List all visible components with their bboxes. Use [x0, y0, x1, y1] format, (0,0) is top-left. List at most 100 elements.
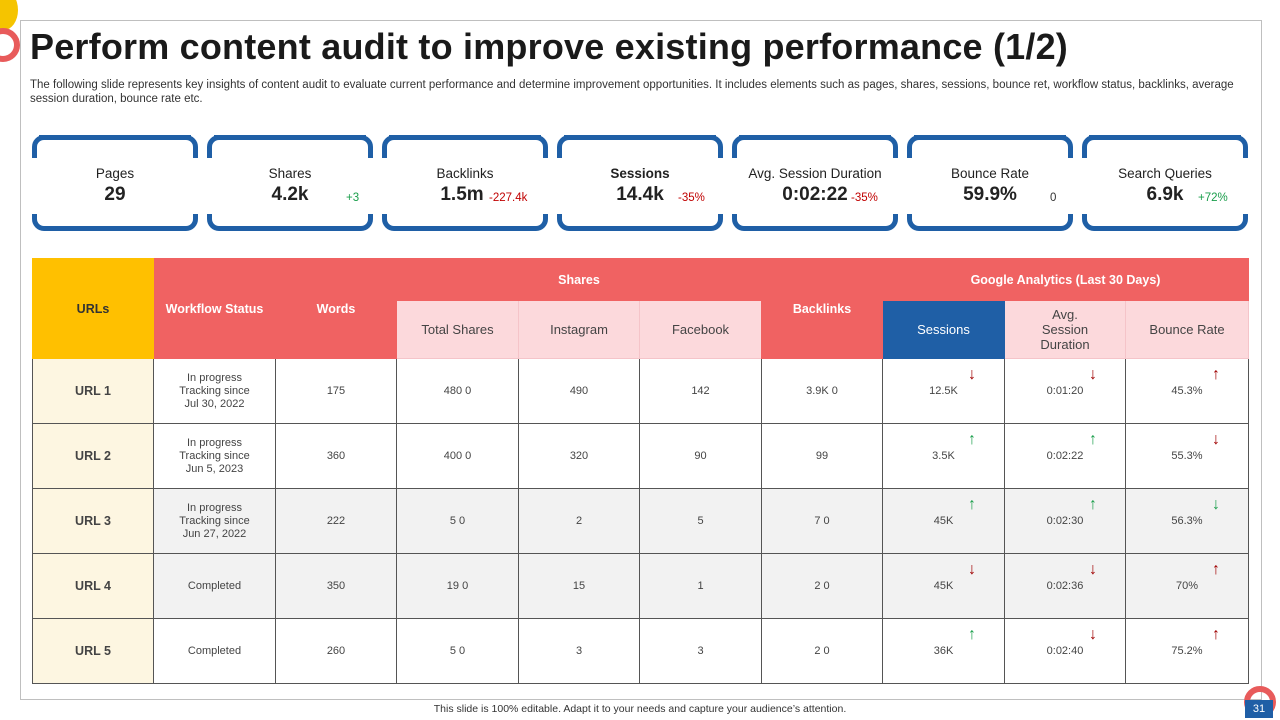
instagram-cell: 490	[518, 358, 640, 424]
header-backlinks: Backlinks	[761, 258, 883, 359]
total-shares-cell: 19 0	[396, 553, 519, 619]
kpi-value: 6.9k	[1146, 184, 1184, 205]
total-shares-cell: 480 0	[396, 358, 519, 424]
kpi-card-search-queries: Search Queries 6.9k +72%	[1081, 135, 1249, 231]
total-shares-cell: 400 0	[396, 423, 519, 489]
kpi-label: Shares	[268, 166, 312, 181]
workflow-status-cell: In progress Tracking since Jun 5, 2023	[153, 423, 276, 489]
facebook-cell: 1	[639, 553, 762, 619]
facebook-cell: 5	[639, 488, 762, 554]
backlinks-cell: 99	[761, 423, 883, 489]
facebook-cell: 3	[639, 618, 762, 684]
slide-title: Perform content audit to improve existin…	[30, 26, 1068, 67]
kpi-card-backlinks: Backlinks 1.5m -227.4k	[381, 135, 549, 231]
arrow-down-icon: ↓	[1089, 626, 1097, 643]
kpi-row: Pages 29 Shares 4.2k +3 Backlinks 1.5m -…	[31, 135, 1249, 231]
sessions-cell: 45K ↑	[882, 488, 1005, 554]
arrow-up-icon: ↑	[1212, 366, 1220, 383]
kpi-value: 4.2k	[271, 184, 309, 205]
arrow-up-icon: ↑	[968, 626, 976, 643]
header-workflow-status: Workflow Status	[153, 258, 276, 359]
words-cell: 360	[275, 423, 397, 489]
workflow-status-cell: Completed	[153, 618, 276, 684]
kpi-delta: 0	[1050, 192, 1057, 204]
sessions-cell: 45K ↓	[882, 553, 1005, 619]
table-row: URL 5 Completed 260 5 0 3 3 2 0 36K ↑ 0:0…	[32, 618, 1249, 684]
kpi-label: Sessions	[610, 166, 670, 181]
header-shares: Shares	[396, 258, 762, 301]
kpi-card-pages: Pages 29	[31, 135, 199, 231]
kpi-value: 0:02:22	[782, 184, 848, 205]
bounce-rate-cell: 45.3% ↑	[1125, 358, 1249, 424]
facebook-cell: 142	[639, 358, 762, 424]
arrow-down-icon: ↓	[1212, 431, 1220, 448]
kpi-card-shares: Shares 4.2k +3	[206, 135, 374, 231]
arrow-up-icon: ↑	[968, 496, 976, 513]
header-words: Words	[275, 258, 397, 359]
page-number: 31	[1245, 700, 1273, 718]
header-instagram: Instagram	[518, 300, 640, 359]
total-shares-cell: 5 0	[396, 618, 519, 684]
words-cell: 222	[275, 488, 397, 554]
words-cell: 350	[275, 553, 397, 619]
table-row: URL 3 In progress Tracking since Jun 27, 2…	[32, 488, 1249, 554]
kpi-delta: -227.4k	[489, 192, 528, 204]
bounce-rate-cell: 70% ↑	[1125, 553, 1249, 619]
instagram-cell: 2	[518, 488, 640, 554]
arrow-up-icon: ↑	[1089, 496, 1097, 513]
table-row: URL 4 Completed 350 19 0 15 1 2 0 45K ↓ 0…	[32, 553, 1249, 619]
kpi-delta: -35%	[678, 192, 705, 204]
workflow-status-cell: Completed	[153, 553, 276, 619]
duration-cell: 0:02:22 ↑	[1004, 423, 1126, 489]
arrow-up-icon: ↑	[1212, 561, 1220, 578]
header-sessions: Sessions	[882, 300, 1005, 359]
workflow-status-cell: In progress Tracking since Jun 27, 2022	[153, 488, 276, 554]
content-audit-table: URLs Workflow Status Words Shares Backli…	[32, 258, 1249, 684]
decorative-yellow-shape	[0, 0, 18, 30]
bounce-rate-cell: 55.3% ↓	[1125, 423, 1249, 489]
slide-frame	[20, 20, 1262, 700]
sessions-cell: 12.5K ↓	[882, 358, 1005, 424]
facebook-cell: 90	[639, 423, 762, 489]
instagram-cell: 3	[518, 618, 640, 684]
duration-cell: 0:02:40 ↓	[1004, 618, 1126, 684]
arrow-down-icon: ↓	[1212, 496, 1220, 513]
url-cell: URL 1	[32, 358, 154, 424]
arrow-up-icon: ↑	[1089, 431, 1097, 448]
kpi-value: 14.4k	[616, 184, 664, 205]
arrow-down-icon: ↓	[968, 366, 976, 383]
kpi-label: Bounce Rate	[950, 166, 1030, 181]
table-row: URL 2 In progress Tracking since Jun 5, 20…	[32, 423, 1249, 489]
backlinks-cell: 2 0	[761, 553, 883, 619]
backlinks-cell: 2 0	[761, 618, 883, 684]
kpi-delta: +3	[346, 192, 360, 204]
url-cell: URL 5	[32, 618, 154, 684]
bounce-rate-cell: 75.2% ↑	[1125, 618, 1249, 684]
arrow-down-icon: ↓	[968, 561, 976, 578]
instagram-cell: 15	[518, 553, 640, 619]
bounce-rate-cell: 56.3% ↓	[1125, 488, 1249, 554]
header-avg-session-duration: Avg. Session Duration	[1004, 300, 1126, 359]
url-cell: URL 4	[32, 553, 154, 619]
header-bounce-rate: Bounce Rate	[1125, 300, 1249, 359]
words-cell: 260	[275, 618, 397, 684]
duration-cell: 0:01:20 ↓	[1004, 358, 1126, 424]
decorative-red-ring	[0, 28, 20, 62]
table-row: URL 1 In progress Tracking since Jul 30, 2…	[32, 358, 1249, 424]
kpi-label: Search Queries	[1118, 166, 1212, 181]
kpi-delta: -35%	[851, 192, 878, 204]
header-google-analytics: Google Analytics (Last 30 Days)	[882, 258, 1249, 301]
kpi-delta: +72%	[1198, 192, 1228, 204]
sessions-cell: 36K ↑	[882, 618, 1005, 684]
arrow-down-icon: ↓	[1089, 561, 1097, 578]
kpi-value: 1.5m	[440, 184, 484, 205]
duration-cell: 0:02:36 ↓	[1004, 553, 1126, 619]
header-urls: URLs	[32, 258, 154, 359]
kpi-card-avg-session-duration: Avg. Session Duration 0:02:22 -35%	[731, 135, 899, 231]
url-cell: URL 2	[32, 423, 154, 489]
words-cell: 175	[275, 358, 397, 424]
arrow-up-icon: ↑	[1212, 626, 1220, 643]
kpi-label: Pages	[95, 166, 135, 181]
backlinks-cell: 3.9K 0	[761, 358, 883, 424]
sessions-cell: 3.5K ↑	[882, 423, 1005, 489]
